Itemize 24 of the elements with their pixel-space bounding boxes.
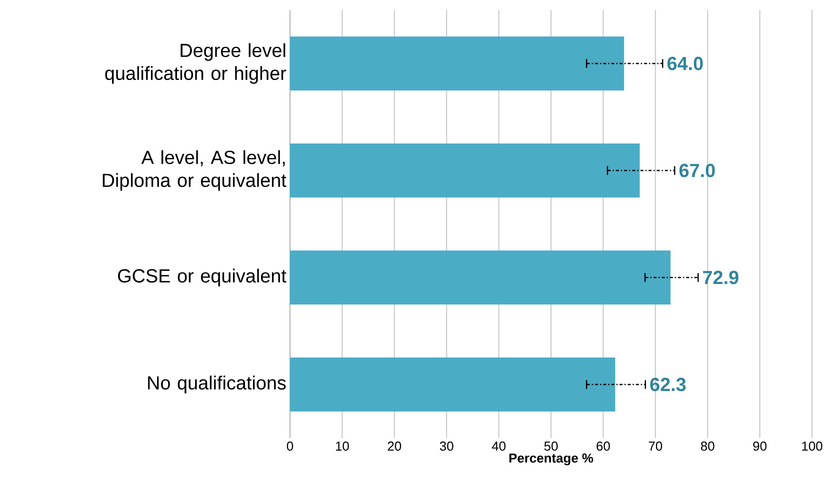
bar [290,143,640,198]
x-tick-label: 20 [388,442,402,451]
x-tick-label: 0 [286,442,294,451]
x-axis-title: Percentage % [509,454,594,466]
data-label: 67.0 [679,164,715,178]
x-tick-label: 60 [596,442,610,451]
x-tick-label: 70 [648,442,662,451]
bar [290,250,671,304]
bar [290,358,616,412]
y-tick-label: Degree level qualification or higher [105,43,286,84]
bar [290,36,624,90]
x-tick-label: 50 [544,442,558,451]
y-tick-label: GCSE or equivalent [118,268,286,286]
x-tick-label: 80 [700,442,714,451]
y-tick-label: No qualifications [148,376,286,394]
x-tick-label: 90 [753,442,767,451]
x-tick-label: 30 [440,442,454,451]
x-tick-label: 100 [802,442,822,451]
data-label: 62.3 [650,378,686,392]
data-label: 72.9 [703,270,738,284]
x-tick-label: 40 [492,442,506,451]
data-label: 64.0 [667,56,703,70]
x-tick-label: 10 [336,442,349,451]
y-tick-label: A level, AS level, Diploma or equivalent [102,150,286,191]
